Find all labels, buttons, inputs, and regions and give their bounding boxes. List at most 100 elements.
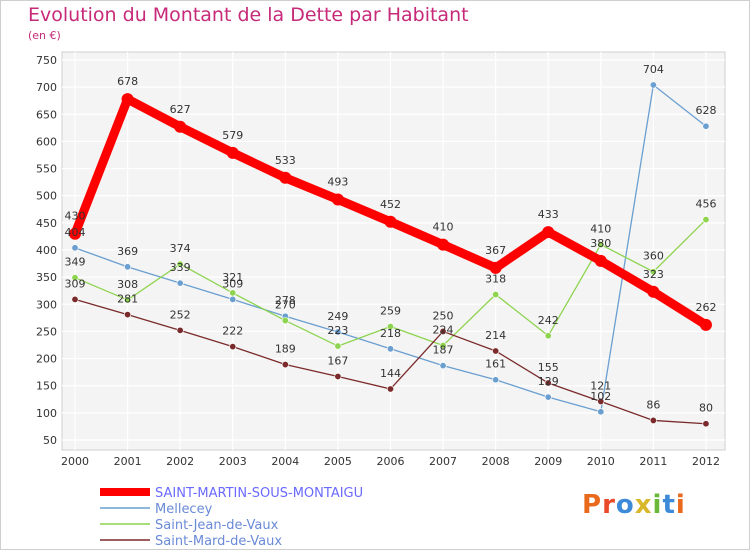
x-tick-label: 2012 [692,455,720,468]
series-point-1 [492,376,500,384]
data-label-1: 129 [538,375,559,388]
data-label-3: 189 [275,343,296,356]
data-label-0: 262 [695,301,716,314]
series-point-0 [69,227,81,240]
legend-label-1: Mellecey [155,502,213,517]
y-tick-label: 50 [43,434,57,447]
data-label-0: 433 [538,208,559,221]
data-label-1: 161 [485,358,506,371]
chart-title: Evolution du Montant de la Dette par Hab… [28,4,469,26]
series-point-1 [176,279,184,287]
series-point-2 [176,260,184,268]
data-label-0: 430 [65,210,86,223]
series-point-3 [544,379,552,387]
data-label-2: 224 [433,324,454,337]
data-label-3: 155 [538,361,559,374]
x-tick-label: 2011 [639,455,667,468]
y-tick-label: 150 [36,380,57,393]
data-label-0: 380 [590,237,611,250]
series-point-0 [121,93,134,106]
series-point-1 [597,408,605,416]
y-tick-label: 350 [36,271,57,284]
y-tick-label: 450 [36,217,57,230]
series-point-1 [334,328,342,336]
series-point-3 [334,372,342,380]
data-label-3: 214 [485,329,506,342]
series-point-2 [702,216,710,224]
data-label-1: 187 [433,344,454,357]
series-point-2 [439,342,447,350]
series-point-0 [594,254,607,267]
series-point-3 [176,326,184,334]
series-point-2 [492,291,500,299]
data-label-1: 218 [380,327,401,340]
series-point-1 [544,393,552,401]
data-label-2: 270 [275,299,296,312]
legend-label-2: Saint-Jean-de-Vaux [155,518,279,533]
x-tick-label: 2002 [166,455,194,468]
legend-label-0: SAINT-MARTIN-SOUS-MONTAIGU [155,486,363,501]
x-tick-label: 2007 [429,455,457,468]
y-tick-label: 550 [36,163,57,176]
data-label-1: 309 [222,277,243,290]
data-label-3: 121 [590,379,611,392]
data-label-2: 456 [695,198,716,211]
data-label-3: 252 [170,308,191,321]
series-point-0 [226,146,239,159]
series-point-0 [542,226,555,239]
data-label-3: 250 [433,309,454,322]
legend-label-3: Saint-Mard-de-Vaux [155,534,282,549]
data-label-1: 628 [695,104,716,117]
x-tick-label: 2000 [61,455,89,468]
series-point-2 [649,268,657,276]
series-point-3 [702,420,710,428]
data-label-2: 318 [485,273,506,286]
y-tick-label: 100 [36,407,57,420]
series-point-1 [702,122,710,130]
series-point-3 [439,327,447,335]
y-tick-label: 650 [36,108,57,121]
series-point-2 [281,317,289,325]
x-tick-label: 2010 [587,455,615,468]
series-point-2 [597,241,605,249]
series-point-3 [597,397,605,405]
y-tick-label: 750 [36,54,57,67]
series-point-3 [386,385,394,393]
series-point-3 [492,347,500,355]
y-tick-label: 400 [36,244,57,257]
data-label-0: 627 [170,103,191,116]
series-point-3 [281,361,289,369]
series-point-1 [649,81,657,89]
series-point-3 [229,343,237,351]
x-tick-label: 2008 [482,455,510,468]
series-point-0 [437,238,450,251]
x-tick-label: 2003 [219,455,247,468]
data-label-1: 404 [65,226,86,239]
x-tick-label: 2005 [324,455,352,468]
data-label-0: 452 [380,198,401,211]
series-point-2 [386,323,394,331]
data-label-3: 222 [222,325,243,338]
y-tick-label: 500 [36,190,57,203]
data-label-3: 86 [646,398,660,411]
series-point-2 [334,342,342,350]
series-point-1 [71,244,79,252]
series-point-0 [174,120,187,133]
data-label-0: 579 [222,129,243,142]
data-label-3: 167 [327,354,348,367]
data-label-1: 339 [170,261,191,274]
series-point-3 [124,311,132,319]
data-label-2: 410 [590,223,611,236]
data-label-1: 102 [590,390,611,403]
data-label-3: 309 [65,277,86,290]
data-label-2: 360 [643,250,664,263]
series-point-0 [699,318,712,331]
series-point-1 [229,295,237,303]
y-tick-label: 300 [36,298,57,311]
y-tick-label: 600 [36,135,57,148]
series-point-1 [439,362,447,370]
x-tick-label: 2001 [114,455,142,468]
data-label-1: 249 [327,310,348,323]
data-label-3: 281 [117,293,138,306]
